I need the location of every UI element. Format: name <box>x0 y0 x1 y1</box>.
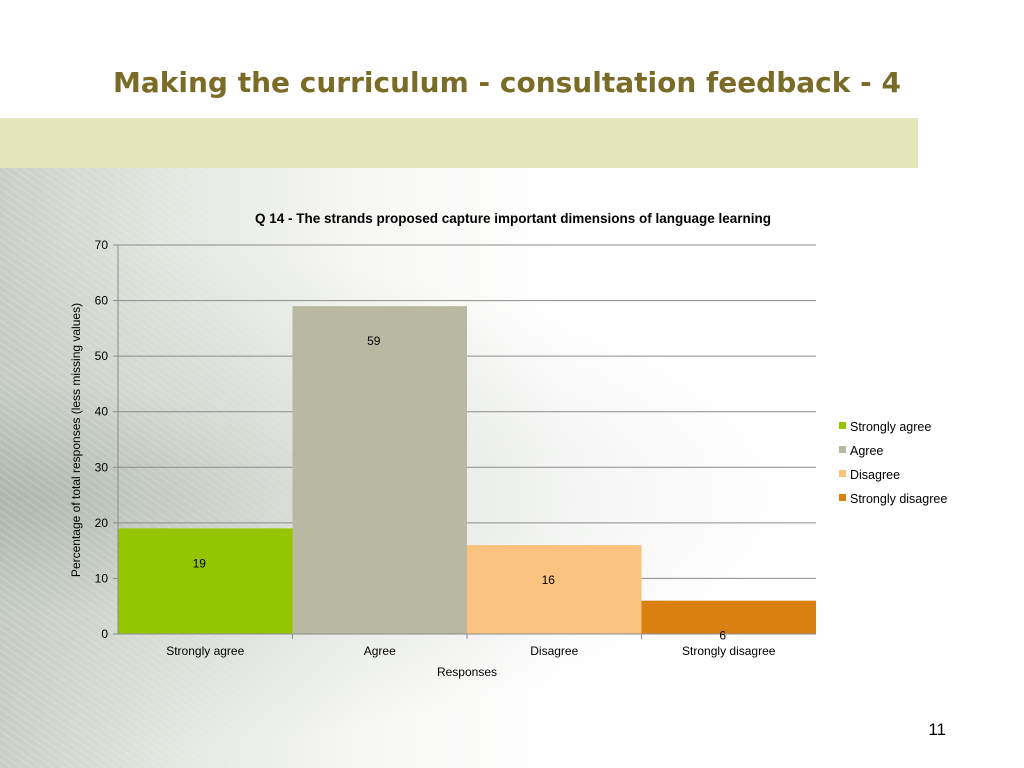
y-tick-label: 50 <box>95 349 109 363</box>
y-tick-label: 10 <box>95 571 109 585</box>
chart-legend: Strongly agree Agree Disagree Strongly disa… <box>839 420 947 506</box>
data-labels: 19 59 16 6 <box>193 334 727 643</box>
legend-swatch <box>839 446 846 453</box>
y-tick-label: 40 <box>95 405 109 419</box>
data-label: 16 <box>542 573 556 587</box>
y-axis-label: Percentage of total responses (less miss… <box>69 303 83 577</box>
data-label: 59 <box>367 334 381 348</box>
x-tick-label: Disagree <box>530 644 578 658</box>
y-tick-label: 60 <box>95 294 109 308</box>
legend-label: Agree <box>850 444 883 458</box>
title-band <box>0 118 918 168</box>
y-tick-label: 70 <box>95 238 109 252</box>
x-tick-label: Agree <box>364 644 396 658</box>
bar <box>292 306 467 634</box>
slide-number: 11 <box>928 720 946 739</box>
legend-label: Strongly disagree <box>850 492 947 506</box>
x-tick-label: Strongly agree <box>166 644 244 658</box>
data-label: 6 <box>719 629 726 643</box>
chart-bars <box>118 306 816 634</box>
bar <box>641 600 816 634</box>
legend-label: Disagree <box>850 468 900 482</box>
y-tick-label: 0 <box>101 627 108 641</box>
bar <box>118 528 293 634</box>
legend-label: Strongly agree <box>850 420 931 434</box>
y-tick-labels: 0 10 20 30 40 50 60 70 <box>95 238 109 641</box>
y-tick-label: 30 <box>95 460 109 474</box>
slide-title: Making the curriculum - consultation fee… <box>113 66 901 99</box>
background-texture <box>0 168 1024 768</box>
legend-swatch <box>839 470 846 477</box>
data-label: 19 <box>193 556 207 570</box>
legend-swatch <box>839 494 846 501</box>
y-tick-label: 20 <box>95 516 109 530</box>
x-tick-label: Strongly disagree <box>682 644 776 658</box>
x-tick-labels: Strongly agree Agree Disagree Strongly disa… <box>166 644 776 658</box>
bar <box>467 545 642 634</box>
legend-swatch <box>839 422 846 429</box>
chart-axes <box>113 244 816 639</box>
x-axis-label: Responses <box>437 665 497 679</box>
chart-title: Q 14 - The strands proposed capture impo… <box>255 211 771 226</box>
